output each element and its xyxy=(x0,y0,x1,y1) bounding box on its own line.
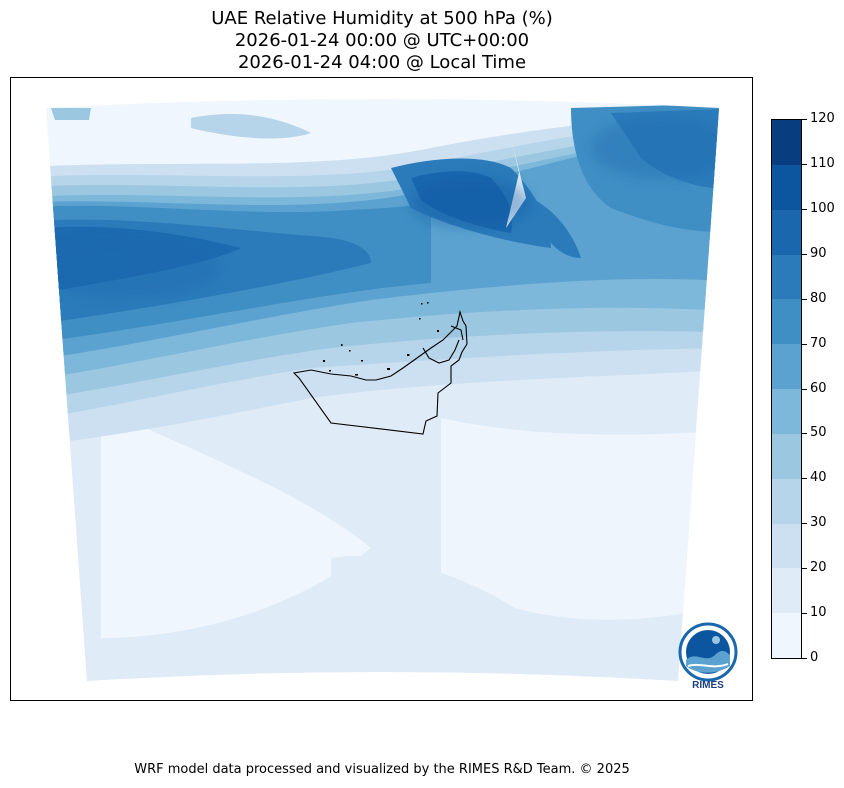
colorbar-tick-label: 20 xyxy=(810,560,827,575)
colorbar-segment xyxy=(772,478,801,524)
colorbar-tick xyxy=(802,209,807,210)
colorbar-tick xyxy=(802,613,807,614)
map-subtitle-local: 2026-01-24 04:00 @ Local Time xyxy=(237,52,527,73)
colorbar-tick xyxy=(802,344,807,345)
colorbar-tick-label: 80 xyxy=(810,291,827,306)
uae-border xyxy=(292,309,468,435)
colorbar-tick-label: 40 xyxy=(810,470,827,485)
colorbar-tick xyxy=(802,658,807,659)
rimes-logo: RIMES xyxy=(676,620,740,691)
colorbar-segment xyxy=(772,568,801,614)
footer-credit: WRF model data processed and visualized … xyxy=(134,762,630,777)
rimes-logo-icon: RIMES xyxy=(678,622,738,691)
colorbar-segment xyxy=(772,613,801,658)
colorbar-segment xyxy=(772,119,801,165)
colorbar-tick xyxy=(802,568,807,569)
colorbar-tick xyxy=(802,119,807,120)
colorbar-segment xyxy=(772,433,801,479)
colorbar-tick-label: 110 xyxy=(810,156,835,171)
colorbar-segment xyxy=(772,344,801,389)
colorbar-tick-label: 50 xyxy=(810,425,827,440)
humidity-field xyxy=(46,99,719,681)
colorbar-tick xyxy=(802,299,807,300)
colorbar-tick-label: 30 xyxy=(810,515,827,530)
colorbar-segment xyxy=(772,299,801,345)
colorbar-segment xyxy=(772,523,801,569)
colorbar-segment xyxy=(772,388,801,434)
rimes-logo-text: RIMES xyxy=(692,680,724,690)
colorbar-tick-label: 0 xyxy=(810,650,819,665)
map-title: UAE Relative Humidity at 500 hPa (%) xyxy=(211,8,553,29)
colorbar-tick-label: 70 xyxy=(810,336,827,351)
colorbar-segment xyxy=(772,164,801,210)
colorbar-tick xyxy=(802,478,807,479)
colorbar xyxy=(771,119,802,659)
map-panel xyxy=(10,77,753,701)
colorbar-tick-label: 60 xyxy=(810,381,827,396)
map-subtitle-utc: 2026-01-24 00:00 @ UTC+00:00 xyxy=(234,30,530,51)
colorbar-segment xyxy=(772,254,801,300)
colorbar-tick-label: 10 xyxy=(810,605,827,620)
colorbar-tick xyxy=(802,433,807,434)
colorbar-tick xyxy=(802,523,807,524)
colorbar-tick-label: 100 xyxy=(810,201,835,216)
colorbar-tick-label: 120 xyxy=(810,111,835,126)
colorbar-tick xyxy=(802,389,807,390)
uae-islands xyxy=(323,302,439,376)
colorbar-tick-label: 90 xyxy=(810,246,827,261)
colorbar-tick xyxy=(802,164,807,165)
colorbar-tick xyxy=(802,254,807,255)
colorbar-segment xyxy=(772,209,801,255)
humidity-map xyxy=(46,99,719,681)
